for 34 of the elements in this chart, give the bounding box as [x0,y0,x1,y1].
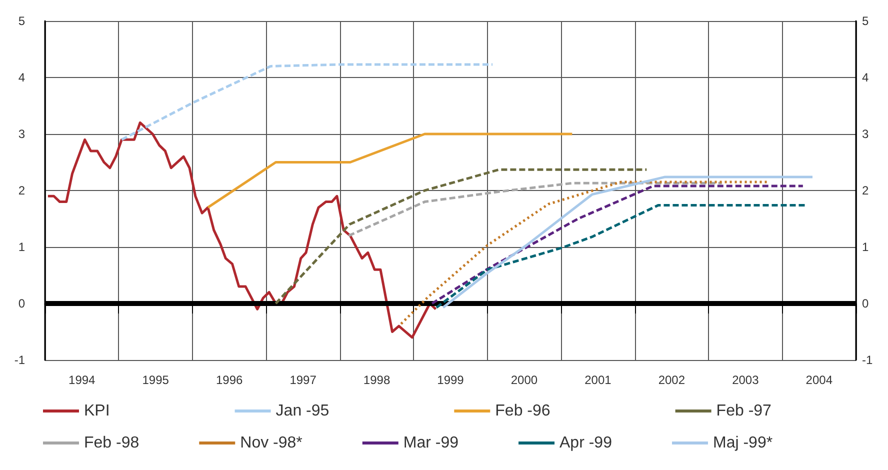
y2-tick-label: -1 [862,353,873,367]
y-tick-label: 2 [18,184,26,198]
x-tick-label: 2002 [658,373,686,387]
legend-label: Maj -99* [712,434,773,452]
legend-label: Feb -96 [495,402,550,420]
x-tick-label: 2001 [584,373,612,387]
legend-label: Feb -98 [84,434,140,452]
y2-tick-label: 1 [862,240,869,254]
y-tick-label: 5 [18,14,26,28]
x-tick-label: 1999 [437,373,464,387]
legend-label: Apr -99 [560,434,612,452]
legend-label: Feb -97 [716,402,772,420]
legend-label: Jan -95 [276,402,330,420]
y2-tick-label: 3 [862,127,869,141]
y-tick-label: -1 [14,353,26,367]
legend-label: Nov -98* [240,434,302,452]
x-tick-label: 1998 [363,373,390,387]
y-tick-label: 4 [18,70,26,84]
y2-tick-label: 0 [862,296,869,310]
legend-label: Mar -99 [403,434,459,452]
x-tick-label: 2003 [732,373,760,387]
x-tick-label: 2004 [806,373,833,387]
x-tick-label: 1995 [142,373,170,387]
x-tick-label: 1994 [68,373,96,387]
x-tick-label: 1996 [216,373,243,387]
y2-tick-label: 2 [862,184,869,198]
y-tick-label: 1 [18,240,26,254]
y-tick-label: 0 [18,296,26,310]
x-tick-label: 2000 [510,373,538,387]
y-tick-label: 3 [18,127,26,141]
y2-tick-label: 5 [862,14,869,28]
legend-label: KPI [84,402,110,420]
y2-tick-label: 4 [862,70,869,84]
x-tick-label: 1997 [290,373,317,387]
